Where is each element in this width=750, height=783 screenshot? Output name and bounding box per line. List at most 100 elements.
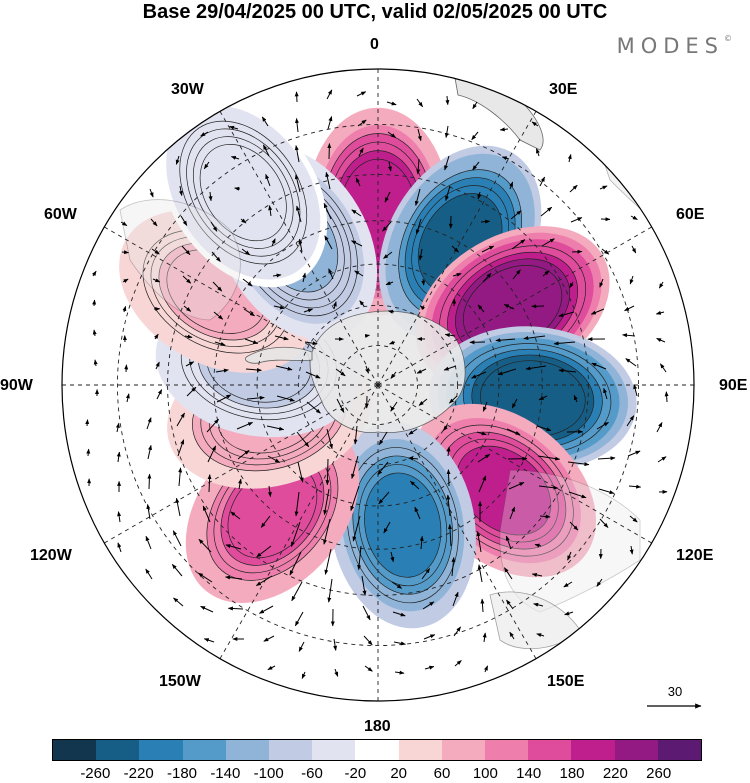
- wind-vector: [387, 161, 392, 172]
- wind-vector: [414, 188, 421, 207]
- wind-vector: [536, 425, 552, 432]
- wind-vector: [197, 572, 213, 583]
- wind-vector: [447, 523, 452, 547]
- color-bar-tick: 260: [646, 765, 672, 782]
- wind-vector: [389, 340, 396, 345]
- lon-label-60w: 60W: [44, 206, 77, 223]
- wind-vector: [294, 117, 299, 133]
- color-swatch: [528, 740, 572, 760]
- wind-vector: [628, 484, 642, 489]
- wind-vector: [324, 235, 333, 250]
- wind-vector: [449, 395, 458, 404]
- wind-vector: [362, 605, 371, 621]
- wind-vector: [443, 425, 448, 431]
- wind-vector: [424, 665, 435, 670]
- color-bar-tick: -180: [166, 765, 198, 782]
- wind-vector: [503, 567, 513, 580]
- wind-vector: [625, 358, 637, 367]
- wind-vector: [152, 278, 161, 283]
- wind-vector: [626, 415, 635, 427]
- anomaly-field: [119, 97, 637, 629]
- wind-vector: [175, 497, 181, 517]
- wind-vector: [627, 450, 641, 457]
- wind-vector: [355, 177, 361, 187]
- wind-vector: [509, 631, 515, 640]
- wind-vector: [390, 401, 398, 412]
- wind-vector: [421, 568, 431, 580]
- wind-vector: [536, 148, 540, 157]
- wind-vector: [246, 395, 265, 400]
- wind-vector: [629, 545, 634, 555]
- anomaly-contour: [364, 472, 442, 578]
- wind-vector: [240, 218, 247, 224]
- color-swatch: [96, 740, 140, 760]
- wind-vector: [177, 439, 185, 457]
- wind-vector: [419, 305, 425, 311]
- wind-vector: [298, 238, 303, 253]
- wind-vector: [481, 245, 495, 253]
- vector-scale-label: 30: [667, 684, 683, 699]
- wind-vector: [327, 578, 333, 603]
- wind-vector: [326, 428, 333, 450]
- wind-vector: [393, 641, 406, 646]
- wind-vector: [656, 422, 663, 433]
- wind-vector: [207, 474, 212, 493]
- wind-vector: [390, 371, 397, 379]
- color-bar: [52, 739, 702, 761]
- wind-vector: [391, 581, 403, 589]
- color-swatch: [312, 740, 356, 760]
- wind-vector: [472, 161, 480, 171]
- wind-vector: [173, 597, 184, 607]
- wind-vector: [122, 305, 127, 313]
- wind-vector: [361, 575, 367, 596]
- wind-vector: [553, 341, 576, 346]
- wind-vector: [570, 217, 583, 223]
- lon-label-150e: 150E: [547, 673, 585, 690]
- lon-label-150w: 150W: [159, 673, 201, 690]
- wind-vector: [394, 670, 405, 675]
- wind-vector: [537, 455, 561, 461]
- wind-vector: [573, 394, 578, 403]
- wind-vector: [477, 564, 483, 583]
- wind-vector: [216, 394, 232, 403]
- wind-vector: [351, 240, 363, 247]
- wind-vector: [569, 281, 574, 289]
- wind-vector: [214, 341, 226, 346]
- wind-vector: [203, 638, 215, 643]
- wind-vector: [564, 611, 574, 616]
- wind-vector: [478, 475, 487, 493]
- wind-vector: [306, 401, 321, 414]
- wind-vector: [408, 428, 418, 435]
- color-bar-tick: -100: [253, 765, 284, 782]
- wind-vector: [297, 461, 304, 483]
- lon-label-90w: 90W: [0, 377, 33, 394]
- wind-vector: [156, 389, 163, 400]
- wind-vector: [664, 391, 669, 403]
- wind-vectors: [85, 89, 669, 680]
- wind-vector: [180, 215, 188, 226]
- wind-vector: [234, 186, 241, 191]
- wind-vector: [659, 363, 667, 373]
- wind-vector: [211, 251, 221, 262]
- wind-vector: [509, 506, 516, 520]
- wind-vector: [184, 334, 193, 339]
- wind-vector: [181, 245, 191, 256]
- wind-vector: [598, 488, 615, 495]
- color-swatch: [398, 740, 442, 760]
- wind-vector: [446, 494, 451, 517]
- wind-vector: [172, 530, 182, 547]
- wind-vector: [227, 606, 244, 611]
- wind-vector: [599, 518, 609, 528]
- wind-vector: [207, 445, 217, 463]
- wind-vector: [357, 119, 367, 127]
- color-swatch: [182, 740, 226, 760]
- wind-vector: [115, 422, 120, 433]
- wind-vector: [390, 551, 395, 563]
- wind-vector: [125, 393, 130, 403]
- wind-vector: [416, 368, 427, 374]
- wind-vector: [444, 125, 449, 139]
- wind-vector: [410, 480, 420, 490]
- wind-vector: [147, 444, 152, 460]
- wind-vector: [224, 575, 243, 580]
- wind-vector: [117, 511, 122, 523]
